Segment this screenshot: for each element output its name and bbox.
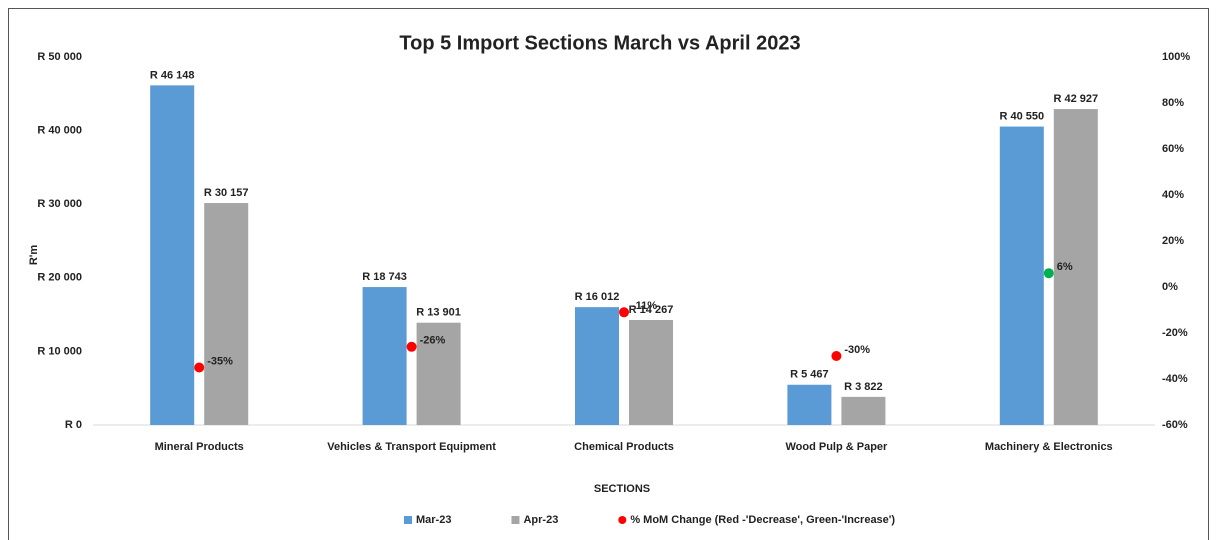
y2-tick-label: 60% — [1162, 143, 1184, 155]
legend-swatch — [404, 516, 412, 524]
bar-label: R 40 550 — [999, 110, 1044, 122]
x-tick-label: Vehicles & Transport Equipment — [327, 441, 496, 453]
legend-swatch — [618, 516, 627, 524]
x-tick-label: Chemical Products — [574, 441, 674, 453]
change-point — [406, 341, 417, 352]
bar-label: R 3 822 — [844, 381, 883, 393]
bar — [416, 322, 461, 425]
bar-label: R 14 267 — [629, 304, 674, 316]
bar — [1053, 109, 1098, 425]
x-tick-label: Mineral Products — [155, 441, 244, 453]
change-point — [1043, 268, 1054, 279]
y-tick-label: R 30 000 — [37, 198, 82, 210]
y-tick-label: R 40 000 — [37, 125, 82, 137]
y2-tick-label: 20% — [1162, 235, 1184, 247]
chart-title: Top 5 Import Sections March vs April 202… — [399, 32, 800, 54]
change-label: 6% — [1057, 261, 1073, 273]
y-axis-label: R'm — [28, 245, 40, 266]
bar-label: R 30 157 — [204, 187, 249, 199]
bar — [575, 307, 619, 425]
bar — [629, 319, 673, 425]
legend-label: Mar-23 — [416, 514, 451, 526]
y2-tick-label: 0% — [1162, 281, 1178, 293]
change-label: -35% — [207, 355, 233, 367]
bar-label: R 13 901 — [416, 307, 461, 319]
y2-tick-label: -40% — [1162, 373, 1188, 385]
y-tick-label: R 0 — [65, 419, 82, 431]
bar-label: R 46 148 — [150, 69, 195, 81]
legend-swatch — [511, 516, 520, 524]
change-point — [194, 362, 205, 373]
y2-tick-label: -20% — [1162, 327, 1188, 339]
y2-tick-label: -60% — [1162, 419, 1188, 431]
legend-label: % MoM Change (Red -'Decrease', Green-'In… — [630, 514, 895, 526]
bar — [841, 396, 886, 425]
y2-tick-label: 40% — [1162, 189, 1184, 201]
y-tick-label: R 50 000 — [37, 51, 82, 63]
y-tick-label: R 20 000 — [37, 272, 82, 284]
change-label: -26% — [420, 335, 446, 347]
y2-tick-label: 80% — [1162, 97, 1184, 109]
y2-tick-label: 100% — [1162, 51, 1190, 63]
bar-label: R 18 743 — [362, 271, 407, 283]
change-point — [619, 307, 629, 318]
legend-label: Apr-23 — [523, 514, 558, 526]
change-label: -11% — [632, 300, 657, 312]
change-label: -30% — [844, 344, 870, 356]
x-axis-label: SECTIONS — [594, 483, 650, 495]
bar — [999, 126, 1044, 425]
bar-label: R 42 927 — [1053, 93, 1098, 105]
x-tick-label: Machinery & Electronics — [985, 441, 1113, 453]
bar — [787, 384, 832, 425]
bar — [362, 287, 407, 425]
frame — [8, 8, 1209, 540]
y-tick-label: R 10 000 — [37, 345, 82, 357]
change-point — [831, 351, 842, 361]
bar-label: R 5 467 — [790, 369, 829, 381]
bar — [204, 203, 249, 425]
x-tick-label: Wood Pulp & Paper — [785, 441, 888, 453]
bar-label: R 16 012 — [575, 291, 620, 303]
bar — [150, 85, 195, 426]
